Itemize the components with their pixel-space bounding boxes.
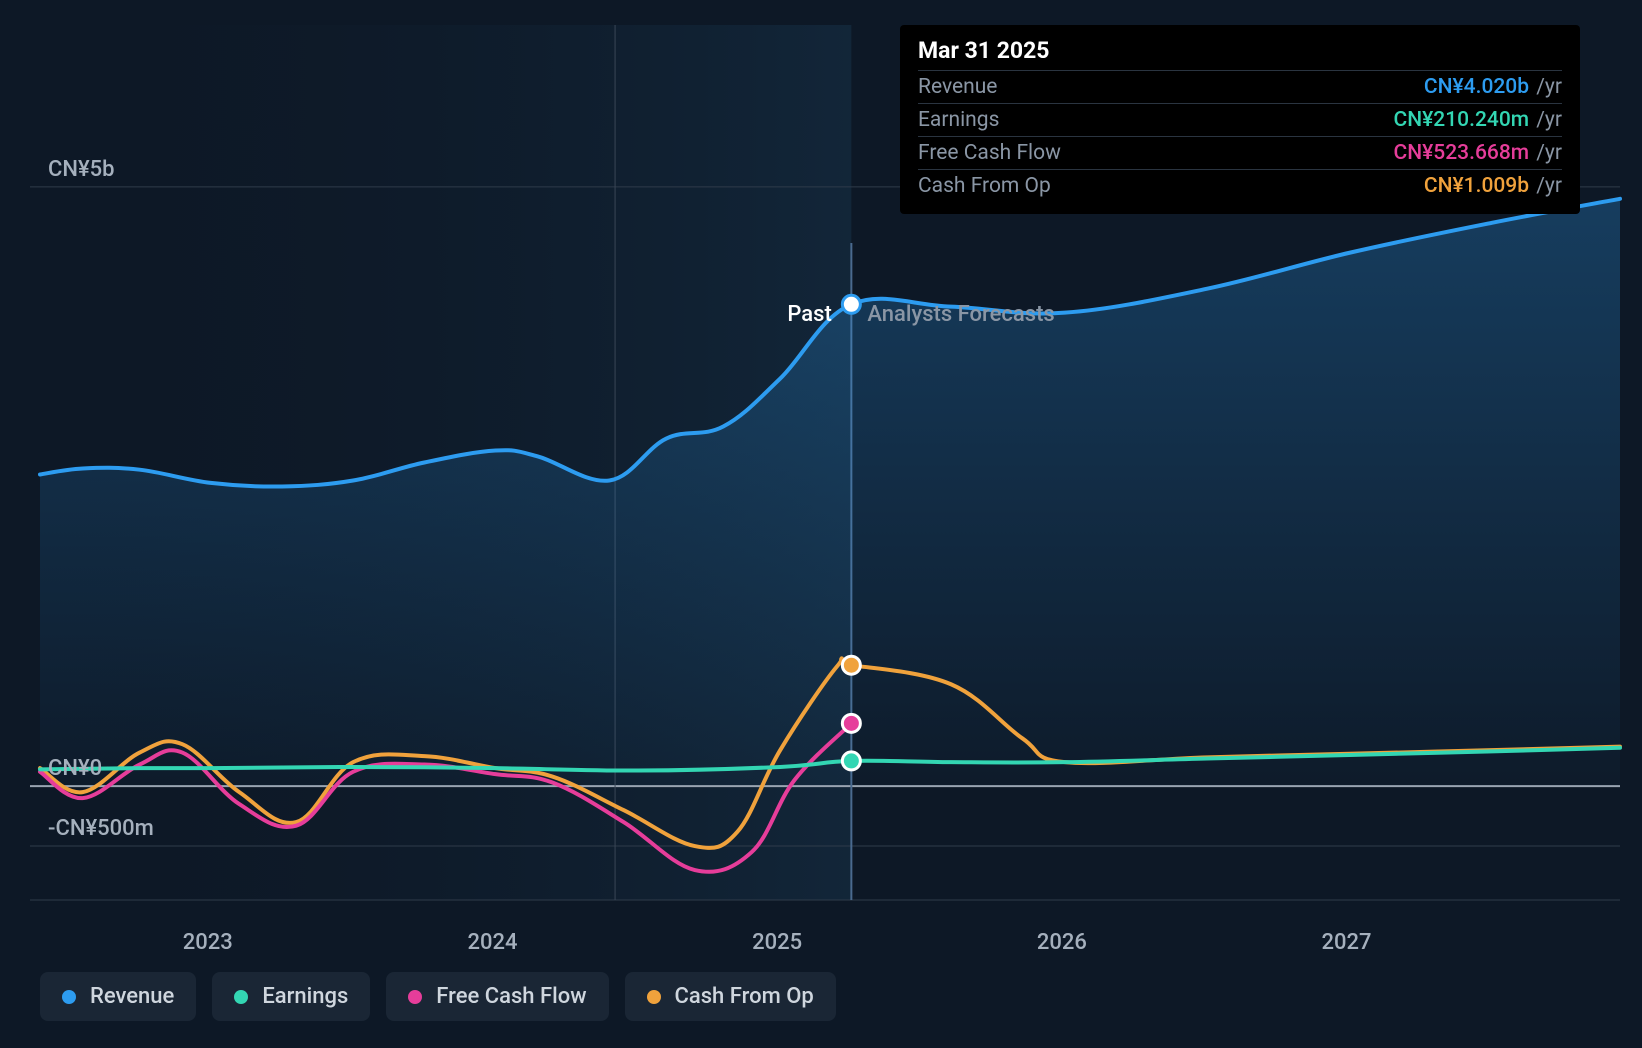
x-axis-label: 2027 [1322,930,1372,955]
legend-label: Cash From Op [675,984,814,1009]
tooltip-row: Cash From Op CN¥1.009b /yr [918,169,1562,202]
x-axis-label: 2024 [467,930,517,955]
legend-dot-icon [62,990,76,1004]
legend-label: Revenue [90,984,174,1009]
financial-chart: Mar 31 2025 Revenue CN¥4.020b /yr Earnings… [0,0,1642,1048]
y-axis-label: CN¥0 [48,756,102,781]
tooltip-row-value: CN¥1.009b /yr [1424,174,1562,198]
tooltip-row: Free Cash Flow CN¥523.668m /yr [918,136,1562,169]
y-axis-label: CN¥5b [48,157,115,182]
legend-item-free-cash-flow[interactable]: Free Cash Flow [386,972,608,1021]
tooltip-row: Earnings CN¥210.240m /yr [918,103,1562,136]
chart-marker [842,656,860,674]
x-axis-label: 2026 [1037,930,1087,955]
tooltip-row-label: Free Cash Flow [918,141,1061,165]
tooltip-row-label: Cash From Op [918,174,1051,198]
legend-label: Free Cash Flow [436,984,586,1009]
legend-item-earnings[interactable]: Earnings [212,972,370,1021]
y-axis-label: -CN¥500m [48,816,154,841]
legend-item-revenue[interactable]: Revenue [40,972,196,1021]
forecast-label: Analysts Forecasts [867,302,1054,327]
tooltip-row-value: CN¥210.240m /yr [1394,108,1562,132]
tooltip-row-value: CN¥523.668m /yr [1394,141,1562,165]
x-axis-label: 2023 [183,930,233,955]
chart-tooltip: Mar 31 2025 Revenue CN¥4.020b /yr Earnings… [900,25,1580,214]
legend-dot-icon [408,990,422,1004]
tooltip-row-label: Earnings [918,108,999,132]
legend-dot-icon [234,990,248,1004]
legend-item-cash-from-op[interactable]: Cash From Op [625,972,836,1021]
tooltip-date: Mar 31 2025 [918,37,1562,70]
tooltip-row-label: Revenue [918,75,997,99]
legend-label: Earnings [262,984,348,1009]
x-axis-label: 2025 [752,930,802,955]
legend-dot-icon [647,990,661,1004]
chart-marker [842,295,860,313]
tooltip-row-value: CN¥4.020b /yr [1424,75,1562,99]
past-label: Past [787,302,831,327]
tooltip-row: Revenue CN¥4.020b /yr [918,70,1562,103]
chart-marker [842,714,860,732]
chart-legend: Revenue Earnings Free Cash Flow Cash From O… [40,972,836,1021]
chart-marker [842,752,860,770]
